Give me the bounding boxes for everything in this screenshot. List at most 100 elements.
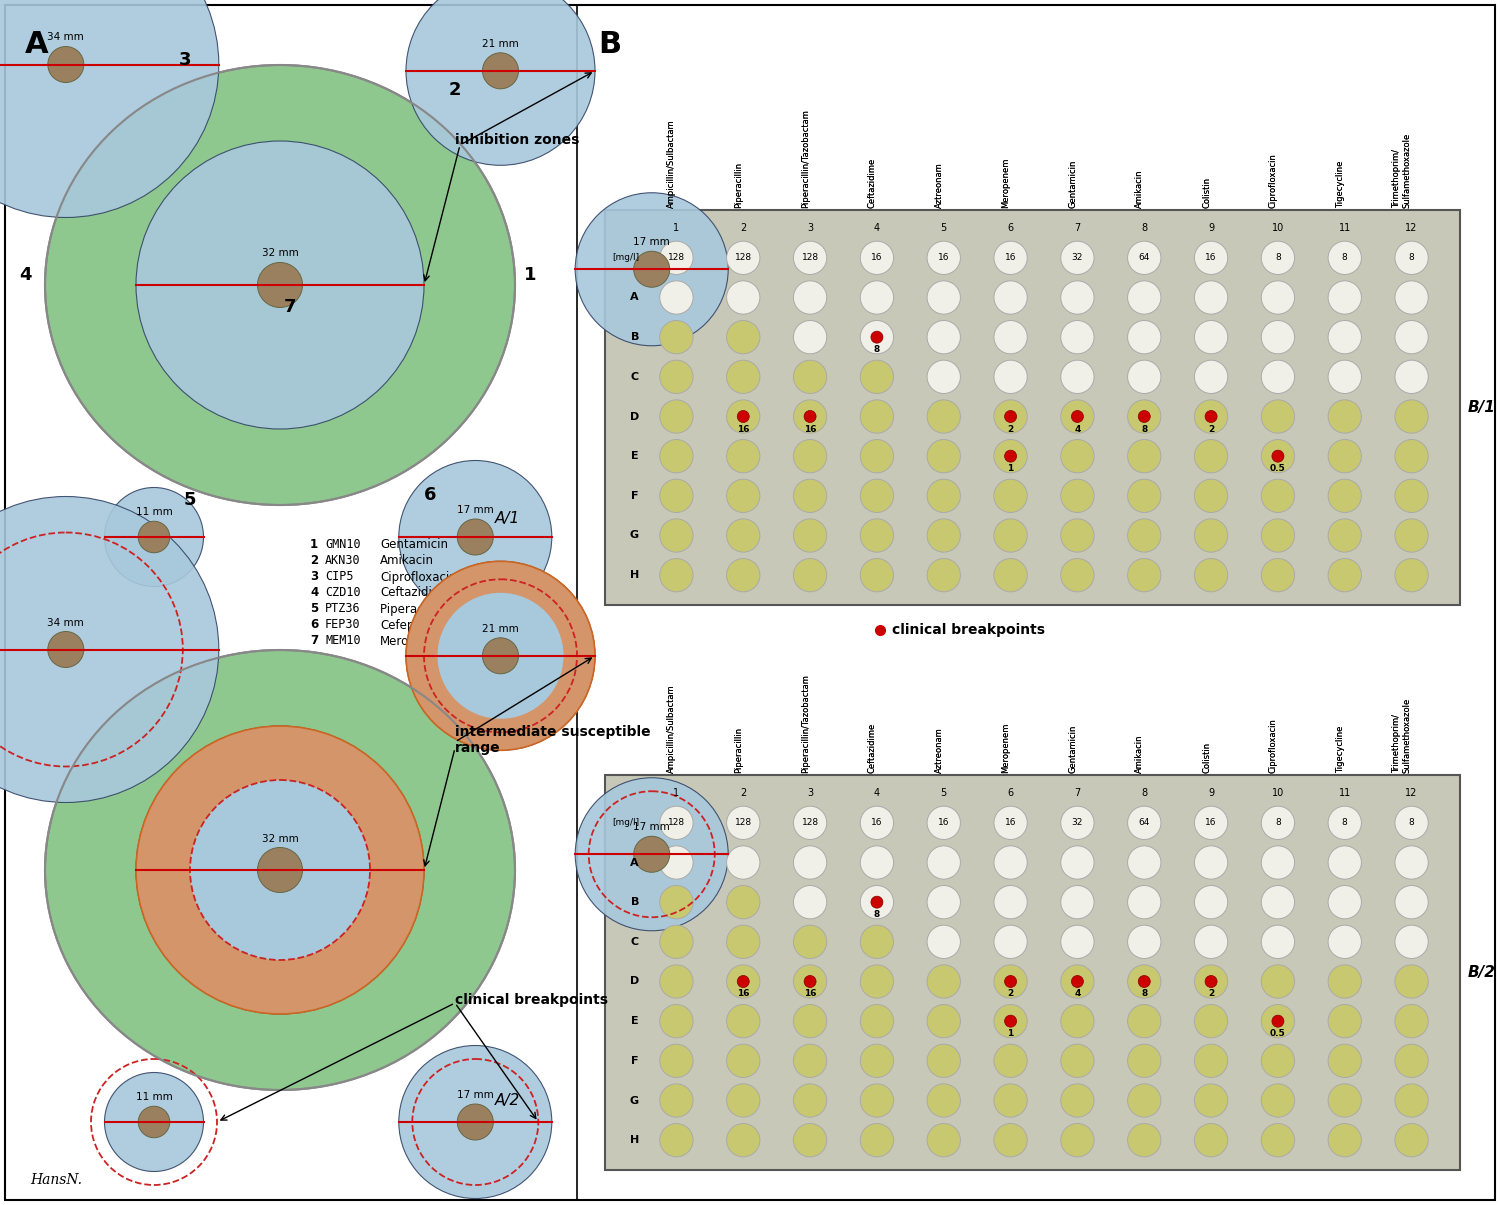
Circle shape: [1128, 925, 1161, 958]
Circle shape: [1128, 440, 1161, 472]
Circle shape: [1138, 976, 1150, 988]
Circle shape: [1060, 480, 1094, 512]
Text: 9: 9: [1208, 788, 1214, 798]
Text: 128: 128: [668, 818, 686, 828]
Circle shape: [726, 480, 760, 512]
Text: D: D: [630, 976, 639, 987]
Circle shape: [794, 1083, 826, 1117]
Text: 16: 16: [1005, 818, 1017, 828]
Circle shape: [136, 141, 424, 429]
Text: Ciprofloxacin: Ciprofloxacin: [380, 570, 456, 583]
Circle shape: [1128, 241, 1161, 275]
Circle shape: [994, 806, 1028, 840]
Circle shape: [927, 1005, 960, 1038]
Circle shape: [1060, 925, 1094, 958]
Text: A/2: A/2: [495, 1093, 520, 1107]
Circle shape: [105, 1072, 204, 1171]
Circle shape: [1194, 281, 1227, 315]
Text: 17 mm: 17 mm: [458, 505, 494, 515]
Text: 8: 8: [1408, 818, 1414, 828]
Circle shape: [794, 925, 826, 958]
Text: 8: 8: [1342, 253, 1347, 263]
Circle shape: [1194, 846, 1227, 880]
Text: H: H: [630, 1135, 639, 1145]
Text: 5: 5: [310, 602, 318, 616]
Text: 64: 64: [1138, 818, 1150, 828]
Circle shape: [48, 631, 84, 668]
Text: 21 mm: 21 mm: [482, 624, 519, 634]
Circle shape: [1328, 846, 1362, 880]
Circle shape: [1328, 360, 1362, 394]
Circle shape: [1262, 241, 1294, 275]
Circle shape: [794, 480, 826, 512]
Circle shape: [738, 411, 750, 423]
Circle shape: [794, 1045, 826, 1077]
Circle shape: [660, 1045, 693, 1077]
Circle shape: [660, 440, 693, 472]
Text: 1: 1: [310, 539, 318, 552]
Text: C: C: [632, 372, 639, 382]
Circle shape: [994, 440, 1028, 472]
Text: 17 mm: 17 mm: [458, 1091, 494, 1100]
Text: Ampicillin/Sulbactam: Ampicillin/Sulbactam: [668, 684, 676, 772]
Circle shape: [1328, 886, 1362, 919]
Circle shape: [633, 252, 669, 287]
Text: Ampicillin/Sulbactam: Ampicillin/Sulbactam: [668, 119, 676, 208]
Circle shape: [994, 1045, 1028, 1077]
Circle shape: [871, 897, 883, 909]
Circle shape: [726, 846, 760, 880]
Circle shape: [1395, 1123, 1428, 1157]
Text: Gentamicin: Gentamicin: [380, 539, 448, 552]
Text: Piperacillin: Piperacillin: [735, 727, 744, 772]
Text: E: E: [632, 1016, 639, 1027]
Circle shape: [861, 1045, 894, 1077]
Text: 2: 2: [1208, 424, 1214, 434]
Circle shape: [927, 1083, 960, 1117]
Circle shape: [1060, 846, 1094, 880]
Circle shape: [0, 0, 219, 217]
Circle shape: [1204, 976, 1216, 988]
Circle shape: [1395, 281, 1428, 315]
Text: 128: 128: [735, 253, 752, 263]
Circle shape: [1005, 1015, 1017, 1027]
Text: 128: 128: [668, 253, 686, 263]
Text: inhibition zones: inhibition zones: [454, 133, 579, 147]
Circle shape: [1328, 558, 1362, 592]
Text: 4: 4: [18, 266, 32, 284]
Circle shape: [726, 281, 760, 315]
Circle shape: [660, 480, 693, 512]
Text: Tigecycline: Tigecycline: [1335, 725, 1344, 772]
Text: GMN10: GMN10: [326, 539, 360, 552]
Circle shape: [1194, 480, 1227, 512]
Circle shape: [994, 925, 1028, 958]
Circle shape: [1060, 965, 1094, 998]
Circle shape: [994, 965, 1028, 998]
Text: 0.5: 0.5: [1270, 464, 1286, 474]
Text: 8: 8: [1275, 253, 1281, 263]
Text: 7: 7: [1074, 788, 1080, 798]
Circle shape: [927, 846, 960, 880]
Text: Piperacillin/Tazobactam: Piperacillin/Tazobactam: [801, 674, 810, 772]
Text: Ampicillin/Sulbactam: Ampicillin/Sulbactam: [668, 119, 676, 208]
Circle shape: [1128, 965, 1161, 998]
Circle shape: [1060, 440, 1094, 472]
Circle shape: [1395, 440, 1428, 472]
Text: 8: 8: [874, 345, 880, 354]
Text: 3: 3: [310, 570, 318, 583]
Text: Ceftazidime: Ceftazidime: [868, 158, 877, 208]
Circle shape: [1395, 360, 1428, 394]
Text: Amikacin: Amikacin: [1136, 170, 1144, 208]
Circle shape: [0, 496, 219, 803]
Text: Ceftazidime: Ceftazidime: [868, 723, 877, 772]
Circle shape: [660, 846, 693, 880]
Circle shape: [994, 241, 1028, 275]
Text: B: B: [630, 898, 639, 907]
Text: 8: 8: [1142, 788, 1148, 798]
Circle shape: [927, 480, 960, 512]
Circle shape: [794, 360, 826, 394]
Circle shape: [794, 965, 826, 998]
Text: 12: 12: [1406, 223, 1417, 233]
Circle shape: [483, 53, 519, 89]
Circle shape: [1005, 451, 1017, 463]
Text: 0.5: 0.5: [1270, 1029, 1286, 1039]
